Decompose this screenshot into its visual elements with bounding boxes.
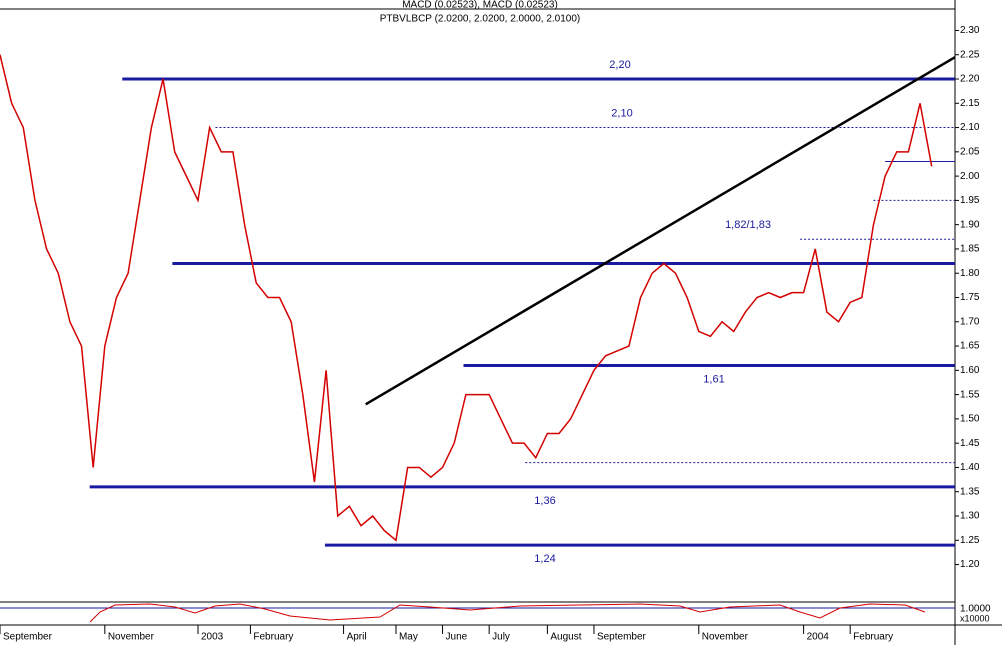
y-tick-label: 1.25: [960, 535, 980, 546]
level-label: 2,20: [609, 59, 630, 71]
x-tick-label: 2004: [807, 632, 830, 643]
x-tick-label: April: [347, 632, 367, 643]
y-tick-label: 1.55: [960, 389, 980, 400]
y-tick-label: 1.35: [960, 486, 980, 497]
y-tick-label: 1.50: [960, 414, 980, 425]
x-tick-label: November: [702, 632, 749, 643]
x-tick-label: February: [853, 632, 893, 643]
x-tick-label: 2003: [201, 632, 224, 643]
level-label: 1,61: [703, 373, 724, 385]
x-tick-label: June: [446, 632, 468, 643]
level-label: 2,10: [611, 107, 632, 119]
y-tick-label: 2.05: [960, 146, 980, 157]
x-tick-label: November: [108, 632, 155, 643]
y-tick-label: 2.20: [960, 74, 980, 85]
y-tick-label: 2.30: [960, 25, 980, 36]
x-tick-label: September: [597, 632, 647, 643]
y-tick-label: 1.95: [960, 195, 980, 206]
indicator-label: 1.0000: [960, 604, 991, 615]
x-tick-label: September: [3, 632, 53, 643]
y-tick-label: 2.25: [960, 49, 980, 60]
trend-line: [365, 56, 956, 406]
level-label: 1,82/1,83: [725, 219, 771, 231]
y-tick-label: 1.40: [960, 462, 980, 473]
y-tick-label: 2.10: [960, 122, 980, 133]
x-tick-label: February: [253, 632, 293, 643]
indicator-line: [89, 603, 926, 623]
y-tick-label: 1.45: [960, 438, 980, 449]
price-line: [0, 54, 933, 542]
level-label: 1,36: [534, 495, 555, 507]
chart-subtitle: PTBVLBCP (2.0200, 2.0200, 2.0000, 2.0100…: [380, 14, 581, 25]
y-tick-label: 2.15: [960, 98, 980, 109]
x-tick-label: August: [550, 632, 581, 643]
y-tick-label: 1.30: [960, 511, 980, 522]
x-tick-label: July: [492, 632, 510, 643]
y-tick-label: 1.85: [960, 244, 980, 255]
y-tick-label: 1.65: [960, 341, 980, 352]
indicator-scale: x10000: [960, 613, 990, 623]
y-tick-label: 1.90: [960, 219, 980, 230]
x-tick-label: May: [399, 632, 418, 643]
y-tick-label: 1.20: [960, 559, 980, 570]
y-tick-label: 2.00: [960, 171, 980, 182]
y-tick-label: 1.60: [960, 365, 980, 376]
y-tick-label: 1.80: [960, 268, 980, 279]
chart-title: MACD (0.02523), MACD (0.02523): [402, 0, 558, 11]
y-tick-label: 1.70: [960, 316, 980, 327]
level-label: 1,24: [534, 553, 555, 565]
y-tick-label: 1.75: [960, 292, 980, 303]
